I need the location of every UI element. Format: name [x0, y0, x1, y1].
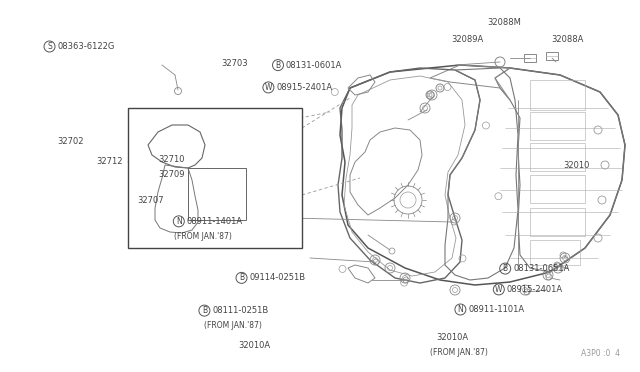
Text: B: B — [239, 273, 244, 282]
Text: 08915-2401A: 08915-2401A — [276, 83, 333, 92]
Text: 32010: 32010 — [563, 161, 589, 170]
Text: 32088A: 32088A — [552, 35, 584, 44]
Text: 08111-0251B: 08111-0251B — [212, 306, 269, 315]
Bar — [546, 52, 558, 60]
Text: 32088M: 32088M — [488, 18, 522, 27]
Text: 32702: 32702 — [58, 137, 84, 146]
Text: 08911-1101A: 08911-1101A — [468, 305, 525, 314]
Text: (FROM JAN.'87): (FROM JAN.'87) — [174, 232, 232, 241]
Text: B: B — [275, 61, 280, 70]
Text: 32709: 32709 — [159, 170, 185, 179]
Text: A3P0 :0  4: A3P0 :0 4 — [581, 349, 620, 358]
Text: 32707: 32707 — [138, 196, 164, 205]
Text: 08911-1401A: 08911-1401A — [187, 217, 243, 226]
Text: W: W — [265, 83, 272, 92]
Text: 32010A: 32010A — [238, 341, 270, 350]
Text: N: N — [176, 217, 182, 226]
Text: 32710: 32710 — [159, 155, 185, 164]
Text: B: B — [502, 264, 508, 273]
Text: (FROM JAN.'87): (FROM JAN.'87) — [204, 321, 261, 330]
Bar — [530, 112, 585, 140]
Bar — [530, 175, 585, 203]
Text: 32712: 32712 — [96, 157, 122, 166]
Bar — [524, 54, 536, 62]
Bar — [530, 80, 585, 110]
Text: S: S — [47, 42, 52, 51]
Text: B: B — [202, 306, 207, 315]
Text: N: N — [458, 305, 463, 314]
Text: (FROM JAN.'87): (FROM JAN.'87) — [430, 348, 488, 357]
Bar — [188, 168, 246, 220]
Bar — [530, 240, 580, 265]
Text: 08915-2401A: 08915-2401A — [507, 285, 563, 294]
Bar — [128, 108, 302, 248]
Text: 09114-0251B: 09114-0251B — [250, 273, 306, 282]
Text: 08131-0601A: 08131-0601A — [286, 61, 342, 70]
Text: 08131-0651A: 08131-0651A — [513, 264, 570, 273]
Text: 32703: 32703 — [221, 59, 248, 68]
Text: 08363-6122G: 08363-6122G — [58, 42, 115, 51]
Text: W: W — [495, 285, 502, 294]
Bar — [530, 143, 585, 171]
Bar — [530, 208, 585, 236]
Text: 32089A: 32089A — [451, 35, 483, 44]
Text: 32010A: 32010A — [436, 333, 468, 342]
